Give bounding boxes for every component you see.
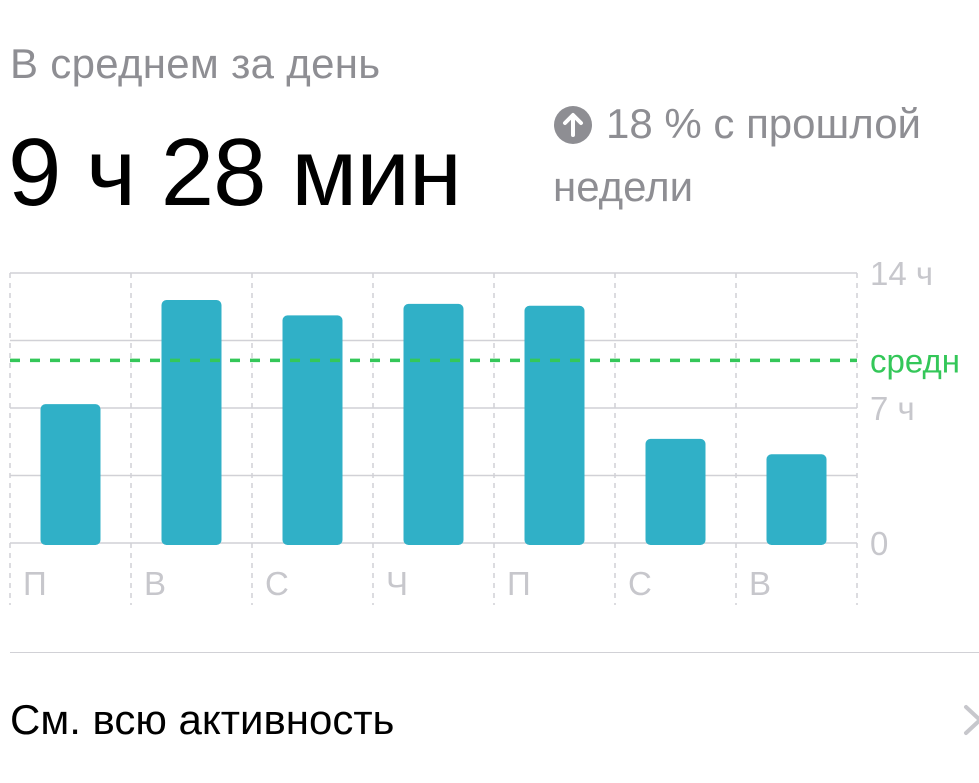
y-tick-label: 7 ч [870,390,915,427]
x-tick-label: С [628,565,652,602]
arrow-up-circle-icon [554,106,592,144]
x-tick-label: В [749,565,771,602]
bar-2 [282,315,343,545]
chevron-right-icon[interactable] [958,701,979,739]
bar-6 [766,454,827,545]
bar-5 [645,438,706,545]
x-tick-label: С [265,565,289,602]
bar-1 [161,300,222,545]
see-all-activity-link[interactable]: См. всю активность [10,696,395,743]
weekly-change-text: 18 % с прошлой [606,100,922,147]
separator [10,652,979,653]
bar-3 [403,303,464,545]
y-tick-label: 0 [870,525,888,562]
daily-usage-chart: средн 14 ч 7 ч 0 П В С Ч П С В [9,255,960,605]
weekly-change-text-continued: недели [553,163,694,210]
x-tick-label: Ч [386,565,408,602]
y-tick-label: 14 ч [870,255,933,292]
x-tick-label: П [507,565,531,602]
x-tick-label: В [144,565,166,602]
x-tick-label: П [23,565,47,602]
average-per-day-label: В среднем за день [10,40,381,87]
average-label: средн [870,342,960,379]
average-screen-time-value: 9 ч 28 мин [8,119,462,226]
bar-0 [40,404,101,545]
bar-4 [524,305,585,545]
